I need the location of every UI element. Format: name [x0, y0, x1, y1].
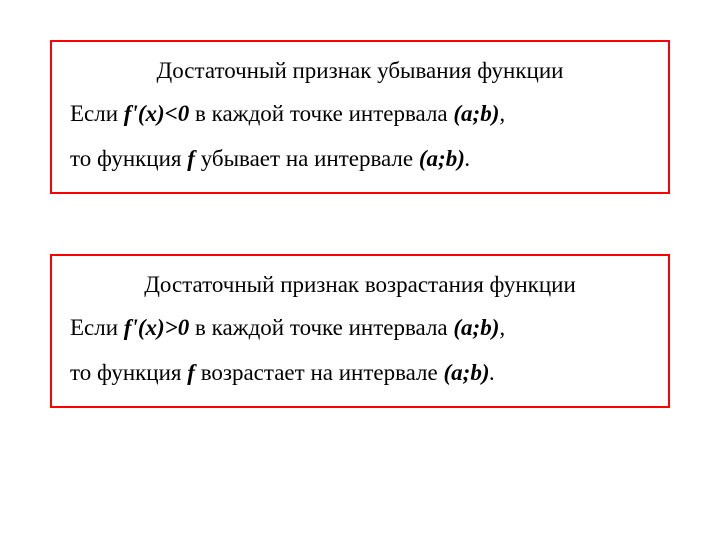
theorem-conclusion-line: то функция f убывает на интервале (a;b). [70, 143, 650, 174]
text-suffix: , [499, 101, 505, 126]
theorem-title: Достаточный признак возрастания функции [70, 272, 650, 298]
text-mid: возрастает на интервале [195, 360, 444, 385]
interval: (a;b) [444, 360, 490, 385]
text-prefix: то функция [70, 360, 187, 385]
text-mid: в каждой точке интервала [189, 101, 453, 126]
text-mid: убывает на интервале [195, 146, 419, 171]
function-f: f [187, 146, 195, 171]
interval: (a;b) [419, 146, 465, 171]
theorem-conclusion-line: то функция f возрастает на интервале (a;… [70, 357, 650, 388]
text-prefix: Если [70, 315, 124, 340]
function-f: f [187, 360, 195, 385]
interval: (a;b) [453, 315, 499, 340]
interval: (a;b) [453, 101, 499, 126]
text-prefix: Если [70, 101, 124, 126]
text-suffix: . [489, 360, 495, 385]
formula: f'(x)>0 [124, 315, 189, 340]
theorem-condition-line: Если f'(x)<0 в каждой точке интервала (a… [70, 98, 650, 129]
theorem-condition-line: Если f'(x)>0 в каждой точке интервала (a… [70, 312, 650, 343]
text-suffix: , [499, 315, 505, 340]
theorem-box-decreasing: Достаточный признак убывания функции Есл… [50, 40, 670, 194]
text-prefix: то функция [70, 146, 187, 171]
formula: f'(x)<0 [124, 101, 189, 126]
text-suffix: . [465, 146, 471, 171]
text-mid: в каждой точке интервала [189, 315, 453, 340]
theorem-title: Достаточный признак убывания функции [70, 58, 650, 84]
theorem-box-increasing: Достаточный признак возрастания функции … [50, 254, 670, 408]
